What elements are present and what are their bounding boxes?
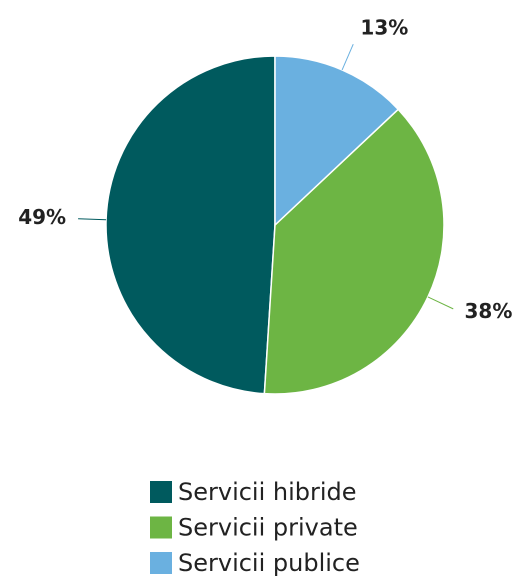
pie-slice (274, 55, 400, 227)
leader-line (427, 296, 454, 310)
legend-label: Servicii hibride (178, 478, 357, 506)
legend-swatch (150, 516, 172, 539)
pie-slice (105, 55, 276, 395)
value-label: 49% (18, 205, 66, 229)
legend-label: Servicii private (178, 514, 358, 542)
legend-label: Servicii publice (178, 549, 360, 577)
legend-swatch (150, 552, 172, 574)
value-label: 13% (360, 15, 408, 39)
leader-line (341, 44, 354, 71)
leader-line (78, 218, 107, 221)
value-label: 38% (464, 299, 512, 323)
legend-swatch (150, 481, 172, 503)
